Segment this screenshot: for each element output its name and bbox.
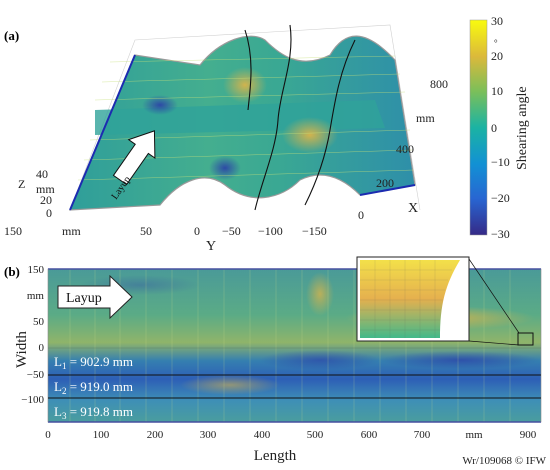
length-tick-700: 700 [414,429,431,441]
y-tick-150: 150 [4,224,22,238]
x-tick-400: 400 [396,142,414,156]
length-tick-400: 400 [254,429,271,441]
length-tick-300: 300 [200,429,217,441]
colorbar-tick-10: 10 [491,84,503,98]
colorbar-tick-30: 30 [491,14,503,28]
width-tick-minus50: −50 [27,369,45,381]
panel-b-line-labels: L1 = 902.9 mm L2 = 919.0 mm L3 = 919.8 m… [54,354,133,421]
z-tick-40: 40 [36,167,48,181]
label-L2: L2 = 919.0 mm [54,379,133,396]
z-axis-title: Z [18,177,25,191]
colorbar-tick-0: 0 [491,121,497,135]
colorbar-tick-20: 20 [491,49,503,63]
y-tick-minus150: −150 [302,224,327,238]
label-L3: L3 = 919.8 mm [54,404,133,421]
length-tick-500: 500 [307,429,324,441]
width-tick-50: 50 [33,316,45,328]
panel-b-label: (b) [4,264,20,279]
panel-b-inset [356,256,534,346]
length-unit: mm [465,429,483,441]
colorbar-gradient [469,19,488,236]
x-tick-0: 0 [358,208,364,222]
colorbar-label: Shearing angle [515,86,530,170]
panel-a-z-axis: Z 40 mm 20 0 [18,167,55,220]
length-axis-title: Length [254,448,297,464]
width-tick-minus100: −100 [21,394,44,406]
x-tick-200: 200 [376,176,394,190]
z-tick-20: 20 [40,193,52,207]
y-axis-unit: mm [62,224,81,238]
x-tick-800: 800 [430,77,448,91]
colorbar: 30 ° 20 10 0 −10 −20 −30 Shearing angle [469,14,530,241]
panel-b-length-lines [48,347,541,399]
x-axis-unit: mm [416,111,435,125]
length-tick-100: 100 [93,429,110,441]
z-tick-0: 0 [46,206,52,220]
panel-a-label: (a) [4,28,19,43]
length-tick-600: 600 [361,429,378,441]
panel-a-y-axis: 150 mm 50 0 −50 −100 −150 Y [4,224,327,254]
y-tick-50: 50 [140,224,152,238]
panel-a-surface [69,24,416,211]
y-tick-0: 0 [194,224,200,238]
panel-b-y-axis: 150 mm 50 0 −50 −100 [21,264,44,406]
colorbar-tick-minus20: −20 [491,191,510,205]
footer-credit: Wr/109068 © IFW [462,455,546,467]
length-tick-900: 900 [520,429,537,441]
x-axis-title: X [408,201,418,216]
panel-b-layup-label: Layup [66,291,102,306]
width-unit: mm [27,290,45,302]
colorbar-tick-minus10: −10 [491,155,510,169]
length-tick-0: 0 [45,429,51,441]
panel-a-x-axis: 800 mm 400 200 0 X [358,77,448,222]
panel-b-x-axis: 0 100 200 300 400 500 600 700 mm 900 [45,429,537,441]
length-tick-200: 200 [147,429,164,441]
panel-a-layup-arrow [112,130,156,186]
label-L1: L1 = 902.9 mm [54,354,133,371]
width-tick-0: 0 [39,342,45,354]
colorbar-unit: ° [494,38,498,48]
y-tick-minus50: −50 [222,224,241,238]
y-tick-minus100: −100 [258,224,283,238]
colorbar-tick-minus30: −30 [491,227,510,241]
y-axis-title: Y [206,239,216,254]
width-axis-title: Width [14,331,30,368]
panel-b-layup-arrow: Layup [57,274,133,320]
width-tick-150: 150 [28,264,45,276]
z-axis-unit: mm [36,182,55,196]
